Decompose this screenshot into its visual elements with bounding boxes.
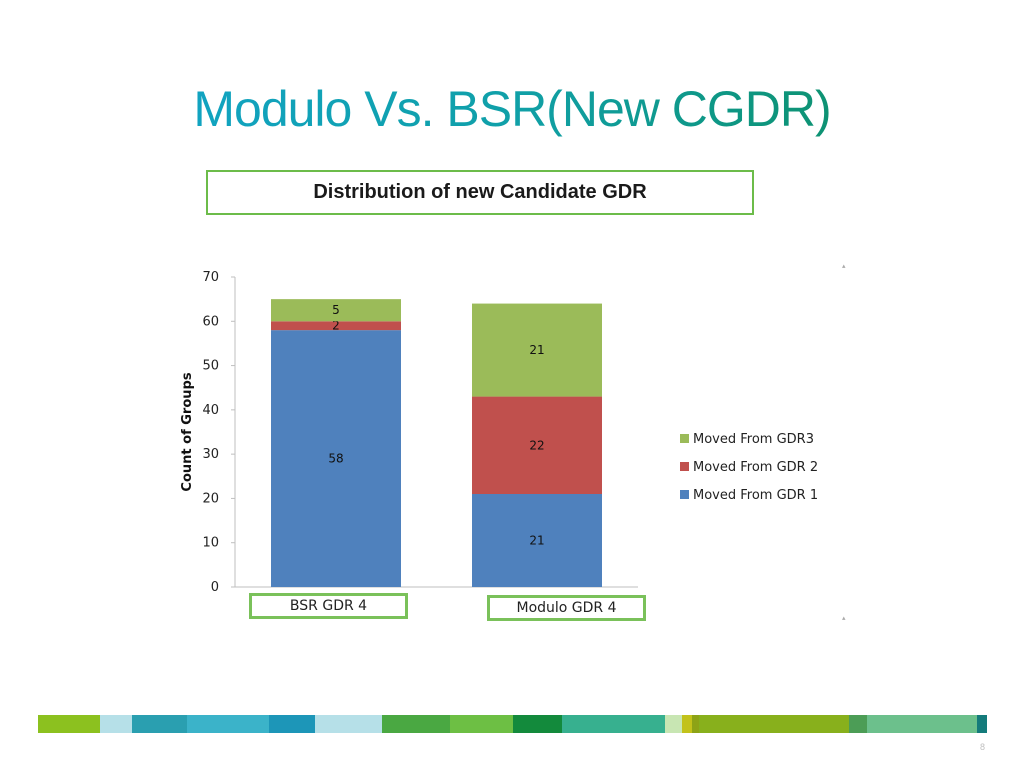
footer-strip-segment xyxy=(562,715,665,733)
category-label-bsr: BSR GDR 4 xyxy=(289,598,368,614)
y-tick-label: 70 xyxy=(202,270,219,285)
legend-label: Moved From GDR 1 xyxy=(693,488,818,503)
footer-strip-segment xyxy=(38,715,100,733)
y-tick-label: 20 xyxy=(202,491,219,506)
data-label: 2 xyxy=(332,319,340,333)
bar-segment xyxy=(271,321,401,331)
bar-segment xyxy=(472,396,602,494)
footer-strip-segment xyxy=(315,715,382,733)
category-box-bsr: BSR GDR 4 xyxy=(249,593,408,619)
corner-mark-bottom: ▴ xyxy=(842,615,846,622)
footer-strip-segment xyxy=(977,715,987,733)
footer-strip-segment xyxy=(692,715,699,733)
data-label: 58 xyxy=(328,452,343,466)
y-tick-label: 0 xyxy=(211,580,219,595)
data-label: 5 xyxy=(332,303,340,317)
page-number: 8 xyxy=(980,742,986,752)
chart-subtitle: Distribution of new Candidate GDR xyxy=(313,181,647,203)
category-label-modulo: Modulo GDR 4 xyxy=(516,600,617,616)
y-axis-title: Count of Groups xyxy=(180,372,195,491)
slide-title: Modulo Vs. BSR(New CGDR) xyxy=(0,78,1024,140)
legend-swatch xyxy=(680,434,689,443)
y-tick-label: 50 xyxy=(202,359,219,374)
footer-strip-segment xyxy=(269,715,315,733)
bar-segment xyxy=(472,303,602,397)
legend-swatch xyxy=(680,462,689,471)
footer-strip-segment xyxy=(867,715,977,733)
bar-segment xyxy=(271,299,401,322)
legend-label: Moved From GDR 2 xyxy=(693,460,818,475)
footer-color-strip xyxy=(38,715,987,733)
footer-strip-segment xyxy=(849,715,867,733)
y-tick-label: 60 xyxy=(202,314,219,329)
footer-strip-segment xyxy=(450,715,513,733)
footer-strip-segment xyxy=(513,715,562,733)
y-tick-label: 40 xyxy=(202,403,219,418)
chart-subtitle-box: Distribution of new Candidate GDR xyxy=(206,170,754,215)
footer-strip-segment xyxy=(187,715,269,733)
data-label: 22 xyxy=(529,438,544,452)
bar-segment xyxy=(271,330,401,587)
data-label: 21 xyxy=(529,534,544,548)
legend-label: Moved From GDR3 xyxy=(693,432,814,447)
footer-strip-segment xyxy=(100,715,132,733)
corner-mark-top: ▴ xyxy=(842,263,846,270)
footer-strip-segment xyxy=(382,715,450,733)
footer-strip-segment xyxy=(132,715,187,733)
category-box-modulo: Modulo GDR 4 xyxy=(487,595,646,621)
data-label: 21 xyxy=(529,343,544,357)
footer-strip-segment xyxy=(682,715,692,733)
footer-strip-segment xyxy=(699,715,849,733)
y-tick-label: 30 xyxy=(202,447,219,462)
bar-segment xyxy=(472,494,602,587)
y-tick-label: 10 xyxy=(202,536,219,551)
legend-swatch xyxy=(680,490,689,499)
footer-strip-segment xyxy=(665,715,682,733)
